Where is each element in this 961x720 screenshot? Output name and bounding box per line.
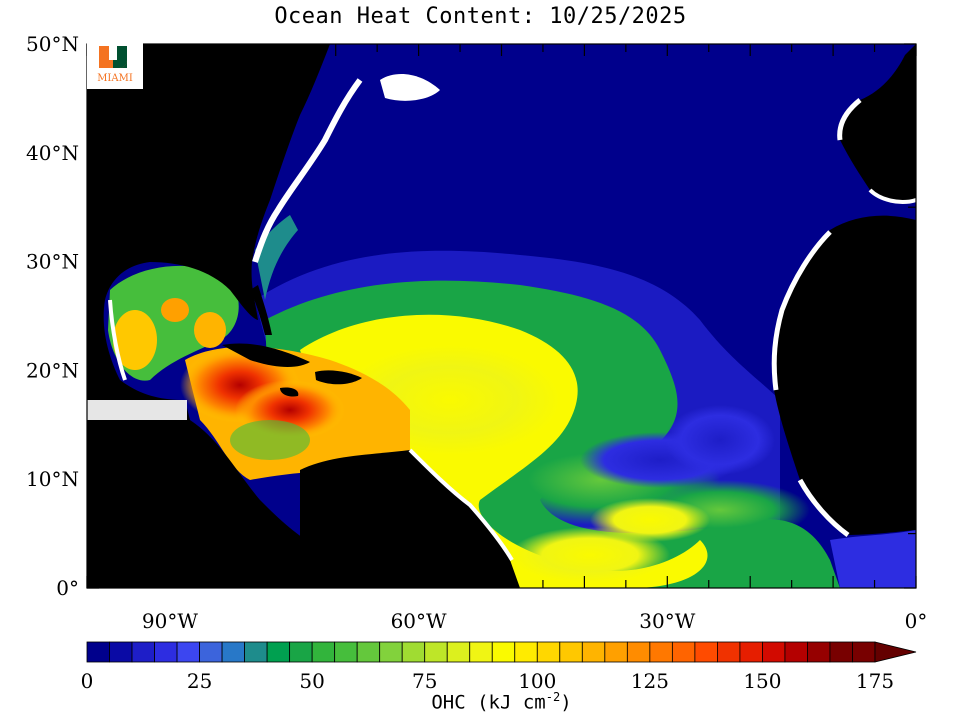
colorbar-segment xyxy=(311,641,336,663)
colorbar-segment xyxy=(109,641,133,663)
colorbar-unit-label: OHC (kJ cm-2) xyxy=(0,690,961,713)
colorbar-segment xyxy=(356,641,381,663)
colorbar-segment xyxy=(176,641,200,663)
colorbar-segment xyxy=(807,641,831,663)
colorbar-segment xyxy=(671,641,696,663)
longitude-ticks: 90°W 60°W 30°W 0° xyxy=(86,44,928,633)
university-of-miami-logo: MIAMI xyxy=(87,43,143,89)
colorbar-segment xyxy=(424,641,448,663)
unit-label-exponent: -2 xyxy=(545,690,561,704)
colorbar-segment xyxy=(536,641,561,663)
colorbar-segment xyxy=(131,641,155,663)
colorbar-segment xyxy=(199,641,223,663)
lat-label: 50°N xyxy=(26,32,79,56)
colorbar-tick-label: 100 xyxy=(518,669,556,693)
colorbar: 0 25 50 75 100 125 150 175 xyxy=(81,641,917,693)
colorbar-segment xyxy=(154,641,178,663)
colorbar-segment xyxy=(626,641,651,663)
map-field xyxy=(87,44,916,588)
colorbar-segment xyxy=(514,641,538,663)
colorbar-overflow-arrow xyxy=(874,641,917,663)
colorbar-segment xyxy=(739,641,763,663)
colorbar-tick-label: 75 xyxy=(412,669,437,693)
colorbar-tick-label: 50 xyxy=(299,669,324,693)
unit-label-main: OHC (kJ cm xyxy=(431,691,546,714)
colorbar-segment xyxy=(581,641,606,663)
colorbar-tick-label: 25 xyxy=(187,669,212,693)
lat-label: 30°N xyxy=(26,250,79,274)
colorbar-segment xyxy=(491,641,516,663)
colorbar-segment xyxy=(784,641,808,663)
lon-label: 90°W xyxy=(142,609,198,633)
unit-label-close: ) xyxy=(560,691,572,714)
lat-label: 40°N xyxy=(26,141,79,165)
colorbar-segment xyxy=(469,641,493,663)
colorbar-tick-label: 175 xyxy=(856,669,894,693)
colorbar-segment xyxy=(221,641,245,663)
latitude-ticks: 50°N 40°N 30°N 20°N 10°N 0° xyxy=(26,32,916,600)
colorbar-segment xyxy=(244,641,268,663)
lat-label: 10°N xyxy=(26,467,79,491)
colorbar-segment xyxy=(852,641,876,663)
colorbar-segment xyxy=(401,641,426,663)
colorbar-segment xyxy=(266,641,291,663)
colorbar-tick-label: 125 xyxy=(631,669,669,693)
colorbar-segment xyxy=(762,641,786,663)
colorbar-segment xyxy=(604,641,628,663)
colorbar-segment xyxy=(446,641,471,663)
colorbar-segment xyxy=(86,641,110,663)
colorbar-segment xyxy=(379,641,403,663)
colorbar-segment xyxy=(289,641,313,663)
colorbar-segment xyxy=(334,641,358,663)
colorbar-segment xyxy=(829,641,853,663)
lon-label: 30°W xyxy=(639,609,695,633)
lon-label: 0° xyxy=(905,609,928,633)
lon-label: 60°W xyxy=(391,609,447,633)
lat-label: 20°N xyxy=(26,358,79,382)
colorbar-segment xyxy=(559,641,583,663)
colorbar-tick-label: 150 xyxy=(743,669,781,693)
colorbar-segment xyxy=(649,641,673,663)
logo-text: MIAMI xyxy=(97,73,133,84)
colorbar-segment xyxy=(717,641,741,663)
colorbar-segment xyxy=(694,641,718,663)
colorbar-tick-label: 0 xyxy=(81,669,94,693)
chart-title: Ocean Heat Content: 10/25/2025 xyxy=(274,4,687,29)
lat-label: 0° xyxy=(56,576,79,600)
